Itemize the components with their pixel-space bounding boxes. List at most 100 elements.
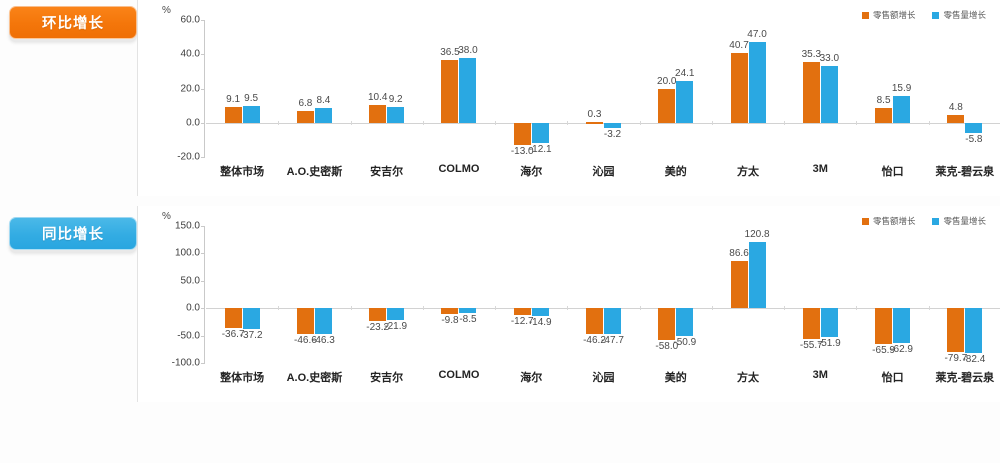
y-axis-tick-mark [201,335,205,337]
bar-retail-volume[interactable] [604,122,621,129]
bar-retail-value[interactable] [658,88,676,123]
bar-retail-volume[interactable] [604,308,621,335]
bar-value-label: -12.1 [528,144,552,156]
bar-group: -65.9 -62.9 [206,206,1000,402]
y-axis-line [204,226,205,363]
bar-group: 40.7 47.0 [206,0,1000,196]
y-axis-tick-label: 50.0 [180,275,200,287]
bar-value-label: 6.8 [298,98,313,110]
bar-retail-value[interactable] [296,308,314,334]
bar-retail-volume[interactable] [820,66,838,123]
bar-retail-value[interactable] [875,308,893,345]
bar-value-label: 4.8 [948,101,963,113]
bar-retail-value[interactable] [296,111,314,123]
bar-value-label: -21.9 [384,321,408,333]
bar-retail-value[interactable] [586,122,603,124]
bar-retail-volume[interactable] [531,122,549,144]
bar-value-label: -55.7 [799,339,823,351]
x-axis-category-label: 方太 [737,166,760,178]
bar-group: -9.8 -8.5 [206,206,1000,402]
bar-retail-volume[interactable] [242,308,260,329]
bar-value-label: -82.4 [962,354,986,366]
bar-retail-value[interactable] [802,62,820,123]
bar-retail-volume[interactable] [893,308,911,343]
bar-retail-volume[interactable] [531,308,549,317]
bar-value-label: -62.9 [890,343,913,355]
bar-retail-volume[interactable] [387,308,405,321]
bar-retail-volume[interactable] [965,308,983,354]
y-axis: 150.0 100.0 50.0 0.0 -50.0 -100.0 [152,206,200,402]
x-axis-category-label: 海尔 [520,166,543,178]
x-axis-category-label: 3M [812,163,828,175]
bar-retail-volume[interactable] [820,308,838,337]
legend-item-retail-volume[interactable]: 零售量增长 [932,9,986,21]
bar-group: 4.8 -5.8 [206,0,1000,196]
legend-item-retail-volume[interactable]: 零售量增长 [932,215,986,227]
x-axis-category-label: 莱克-碧云泉 [935,166,995,178]
bar-retail-value[interactable] [513,308,531,316]
category-separator [784,120,786,125]
bar-retail-value[interactable] [369,104,387,123]
bar-retail-value[interactable] [658,308,676,340]
x-axis-category-label: 整体市场 [220,372,265,384]
bar-retail-volume[interactable] [314,108,332,123]
y-axis-tick-label: 60.0 [180,14,200,26]
bar-retail-value[interactable] [947,114,965,123]
bar-value-label: -13.0 [510,146,534,157]
bar-value-label: 120.8 [744,229,770,240]
bar-retail-value[interactable] [875,108,893,123]
bar-value-label: 36.5 [440,47,460,59]
bar-retail-value[interactable] [224,107,242,123]
bar-retail-value[interactable] [441,308,459,314]
x-axis-category-label: 莱克-碧云泉 [935,372,995,384]
bar-retail-value[interactable] [513,122,531,145]
bar-group: -58.0 -50.9 [206,206,1000,402]
tab-yoy-growth[interactable]: 同比增长 [9,217,137,250]
bar-value-label: -12.7 [510,316,534,328]
bar-retail-value[interactable] [947,308,965,352]
bar-retail-value[interactable] [730,53,748,123]
bar-retail-volume[interactable] [748,42,766,123]
plot-area: 9.1 9.5 整体市场 6.8 8.4 A.O.史密斯 10.4 9.2 安吉尔 36.5 38.… [206,0,1000,196]
y-axis-tick-mark [201,253,205,255]
bar-retail-value[interactable] [586,308,603,334]
y-axis: 60.0 40.0 20.0 0.0 -20.0 [152,0,200,196]
bar-retail-value[interactable] [369,308,387,321]
bar-group: 86.6 120.8 [206,206,1000,402]
bar-retail-volume[interactable] [893,95,911,123]
category-separator [639,120,641,125]
tab-mom-growth[interactable]: 环比增长 [9,6,137,39]
bar-retail-volume[interactable] [459,308,477,313]
bar-retail-volume[interactable] [676,81,694,123]
bar-retail-value[interactable] [802,308,820,339]
x-axis-category-label: COLMO [438,369,480,381]
bar-retail-volume[interactable] [314,308,332,334]
category-separator [422,120,424,125]
bar-retail-volume[interactable] [676,308,694,337]
legend-item-retail-value[interactable]: 零售额增长 [861,9,916,21]
bar-group: 20.0 24.1 [206,0,1000,196]
bar-group: -23.2 -21.9 [206,206,1000,402]
bar-retail-volume[interactable] [459,57,477,123]
category-separator [784,306,786,311]
bar-retail-value[interactable] [441,60,459,123]
bar-retail-value[interactable] [730,260,748,309]
bar-value-label: 40.7 [729,40,749,52]
legend-item-label: 零售额增长 [872,216,916,226]
bar-value-label: 15.9 [891,82,912,94]
y-axis-tick-mark [201,122,205,124]
bar-group: 10.4 9.2 [206,0,1000,196]
x-axis-category-label: 怡口 [881,166,904,178]
bar-retail-volume[interactable] [242,106,260,123]
bar-retail-volume[interactable] [965,122,983,133]
bar-retail-volume[interactable] [748,242,766,309]
legend-item-label: 零售额增长 [872,10,916,20]
bar-retail-value[interactable] [224,308,242,329]
bar-retail-volume[interactable] [387,106,405,123]
category-separator [495,120,497,125]
legend-item-retail-value[interactable]: 零售额增长 [861,215,916,227]
y-axis-tick-label: -50.0 [177,330,200,342]
bar-group: -46.2 -47.7 [206,206,1000,402]
y-axis-tick-mark [201,157,205,158]
x-axis-category-label: 沁园 [592,372,615,384]
